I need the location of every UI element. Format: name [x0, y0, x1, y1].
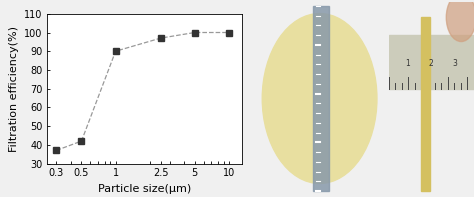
Circle shape — [262, 14, 377, 183]
Ellipse shape — [447, 0, 474, 42]
Y-axis label: Filtration efficiency(%): Filtration efficiency(%) — [9, 26, 18, 152]
Bar — [389, 35, 474, 89]
Bar — [313, 6, 328, 191]
Text: 2: 2 — [429, 59, 434, 68]
X-axis label: Particle size(μm): Particle size(μm) — [98, 184, 191, 194]
Text: 3: 3 — [453, 59, 458, 68]
Text: 1: 1 — [405, 59, 410, 68]
Bar — [421, 17, 429, 191]
